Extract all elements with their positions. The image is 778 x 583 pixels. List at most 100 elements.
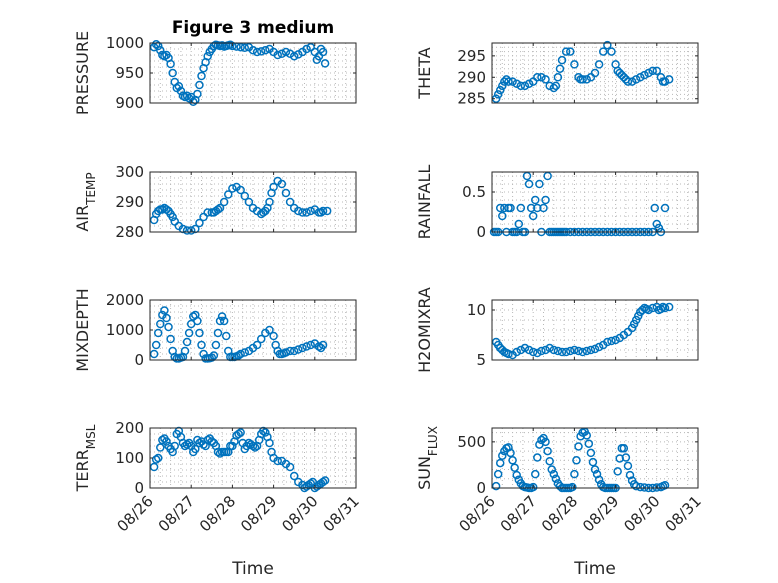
axes-box xyxy=(491,42,699,104)
data-point xyxy=(594,342,604,352)
data-point xyxy=(495,458,505,468)
data-point xyxy=(211,340,221,350)
subplot-2: 285 290 295 THETA xyxy=(415,40,699,108)
data-point xyxy=(652,66,662,76)
data-point xyxy=(302,44,311,54)
data-point xyxy=(528,347,538,357)
data-point xyxy=(545,81,554,91)
data-point xyxy=(265,197,274,207)
data-point xyxy=(203,208,212,217)
x-tick-label: 08/28 xyxy=(538,492,581,535)
data-point xyxy=(537,346,546,356)
data-point xyxy=(631,75,641,84)
data-point xyxy=(607,47,616,56)
data-point xyxy=(180,346,190,356)
y-tick-label: 200 xyxy=(115,419,144,437)
data-point xyxy=(584,439,594,448)
data-point xyxy=(533,73,542,82)
y-axis-label-main: MIXDEPTH xyxy=(73,288,92,371)
data-point xyxy=(197,71,206,81)
plot-area xyxy=(492,43,698,103)
y-tick-label: 1000 xyxy=(106,34,144,52)
data-point xyxy=(638,305,647,315)
data-point xyxy=(537,435,546,445)
data-point xyxy=(541,437,550,447)
x-axis-label: Time xyxy=(573,559,616,579)
data-point xyxy=(588,457,598,467)
data-point xyxy=(248,441,258,451)
data-point xyxy=(285,197,295,207)
data-point xyxy=(285,346,295,356)
data-point xyxy=(660,303,670,313)
data-point xyxy=(498,81,507,91)
y-tick-label: 0 xyxy=(134,351,144,369)
data-point xyxy=(520,81,530,91)
data-point xyxy=(644,68,653,78)
x-tick-label: 08/30 xyxy=(620,492,663,535)
subplot-6: 5 10 H2OMIXRA xyxy=(415,287,699,373)
data-point xyxy=(256,47,266,56)
y-tick-label: 0 xyxy=(476,223,486,241)
data-point xyxy=(294,50,303,59)
data-point xyxy=(570,60,579,69)
data-point xyxy=(644,305,653,315)
data-point xyxy=(640,70,649,80)
data-point xyxy=(516,203,526,213)
data-point xyxy=(545,343,554,353)
data-point xyxy=(207,353,217,362)
data-point xyxy=(195,328,204,338)
data-point xyxy=(252,340,262,350)
data-point xyxy=(318,477,328,487)
data-point xyxy=(240,348,250,357)
data-point xyxy=(184,328,194,338)
y-tick-label: 290 xyxy=(457,68,486,86)
data-point xyxy=(634,311,643,321)
data-point xyxy=(248,45,258,55)
data-point xyxy=(281,47,291,57)
data-point xyxy=(516,345,526,355)
data-point xyxy=(549,345,559,355)
data-point xyxy=(500,77,509,86)
data-point xyxy=(549,83,559,93)
x-tick-label: 08/30 xyxy=(278,492,321,535)
data-point xyxy=(586,345,596,355)
data-point xyxy=(191,444,200,454)
data-point xyxy=(252,47,262,57)
data-point xyxy=(551,474,561,484)
data-point xyxy=(631,481,641,491)
data-point xyxy=(151,455,161,464)
data-point xyxy=(320,476,330,485)
data-point xyxy=(298,343,307,353)
data-point xyxy=(504,349,513,359)
x-tick-label: 08/28 xyxy=(196,492,239,535)
x-axis-label: Time xyxy=(231,559,274,579)
data-point xyxy=(526,203,536,213)
data-point xyxy=(318,47,328,57)
data-point xyxy=(504,443,513,452)
data-point xyxy=(590,344,600,354)
data-point xyxy=(493,90,503,99)
data-point xyxy=(504,77,513,86)
data-point xyxy=(217,312,227,321)
data-point xyxy=(498,211,507,221)
data-point xyxy=(594,60,604,69)
data-point xyxy=(320,59,330,68)
data-point xyxy=(506,448,515,458)
y-tick-label: 285 xyxy=(457,90,486,108)
data-point xyxy=(236,349,245,359)
data-point xyxy=(512,470,521,480)
data-point xyxy=(543,446,552,456)
data-point xyxy=(636,482,645,492)
data-point xyxy=(566,346,575,356)
data-point xyxy=(561,47,571,56)
data-point xyxy=(302,208,311,217)
data-point xyxy=(541,195,550,205)
data-point xyxy=(574,442,583,451)
axes-box xyxy=(491,299,699,361)
data-point xyxy=(590,68,600,78)
data-point xyxy=(156,319,165,329)
data-point xyxy=(495,203,505,213)
data-point xyxy=(306,340,315,350)
y-axis-label-subscript: FLUX xyxy=(426,426,440,456)
y-axis-label-main: PRESSURE xyxy=(73,31,92,115)
